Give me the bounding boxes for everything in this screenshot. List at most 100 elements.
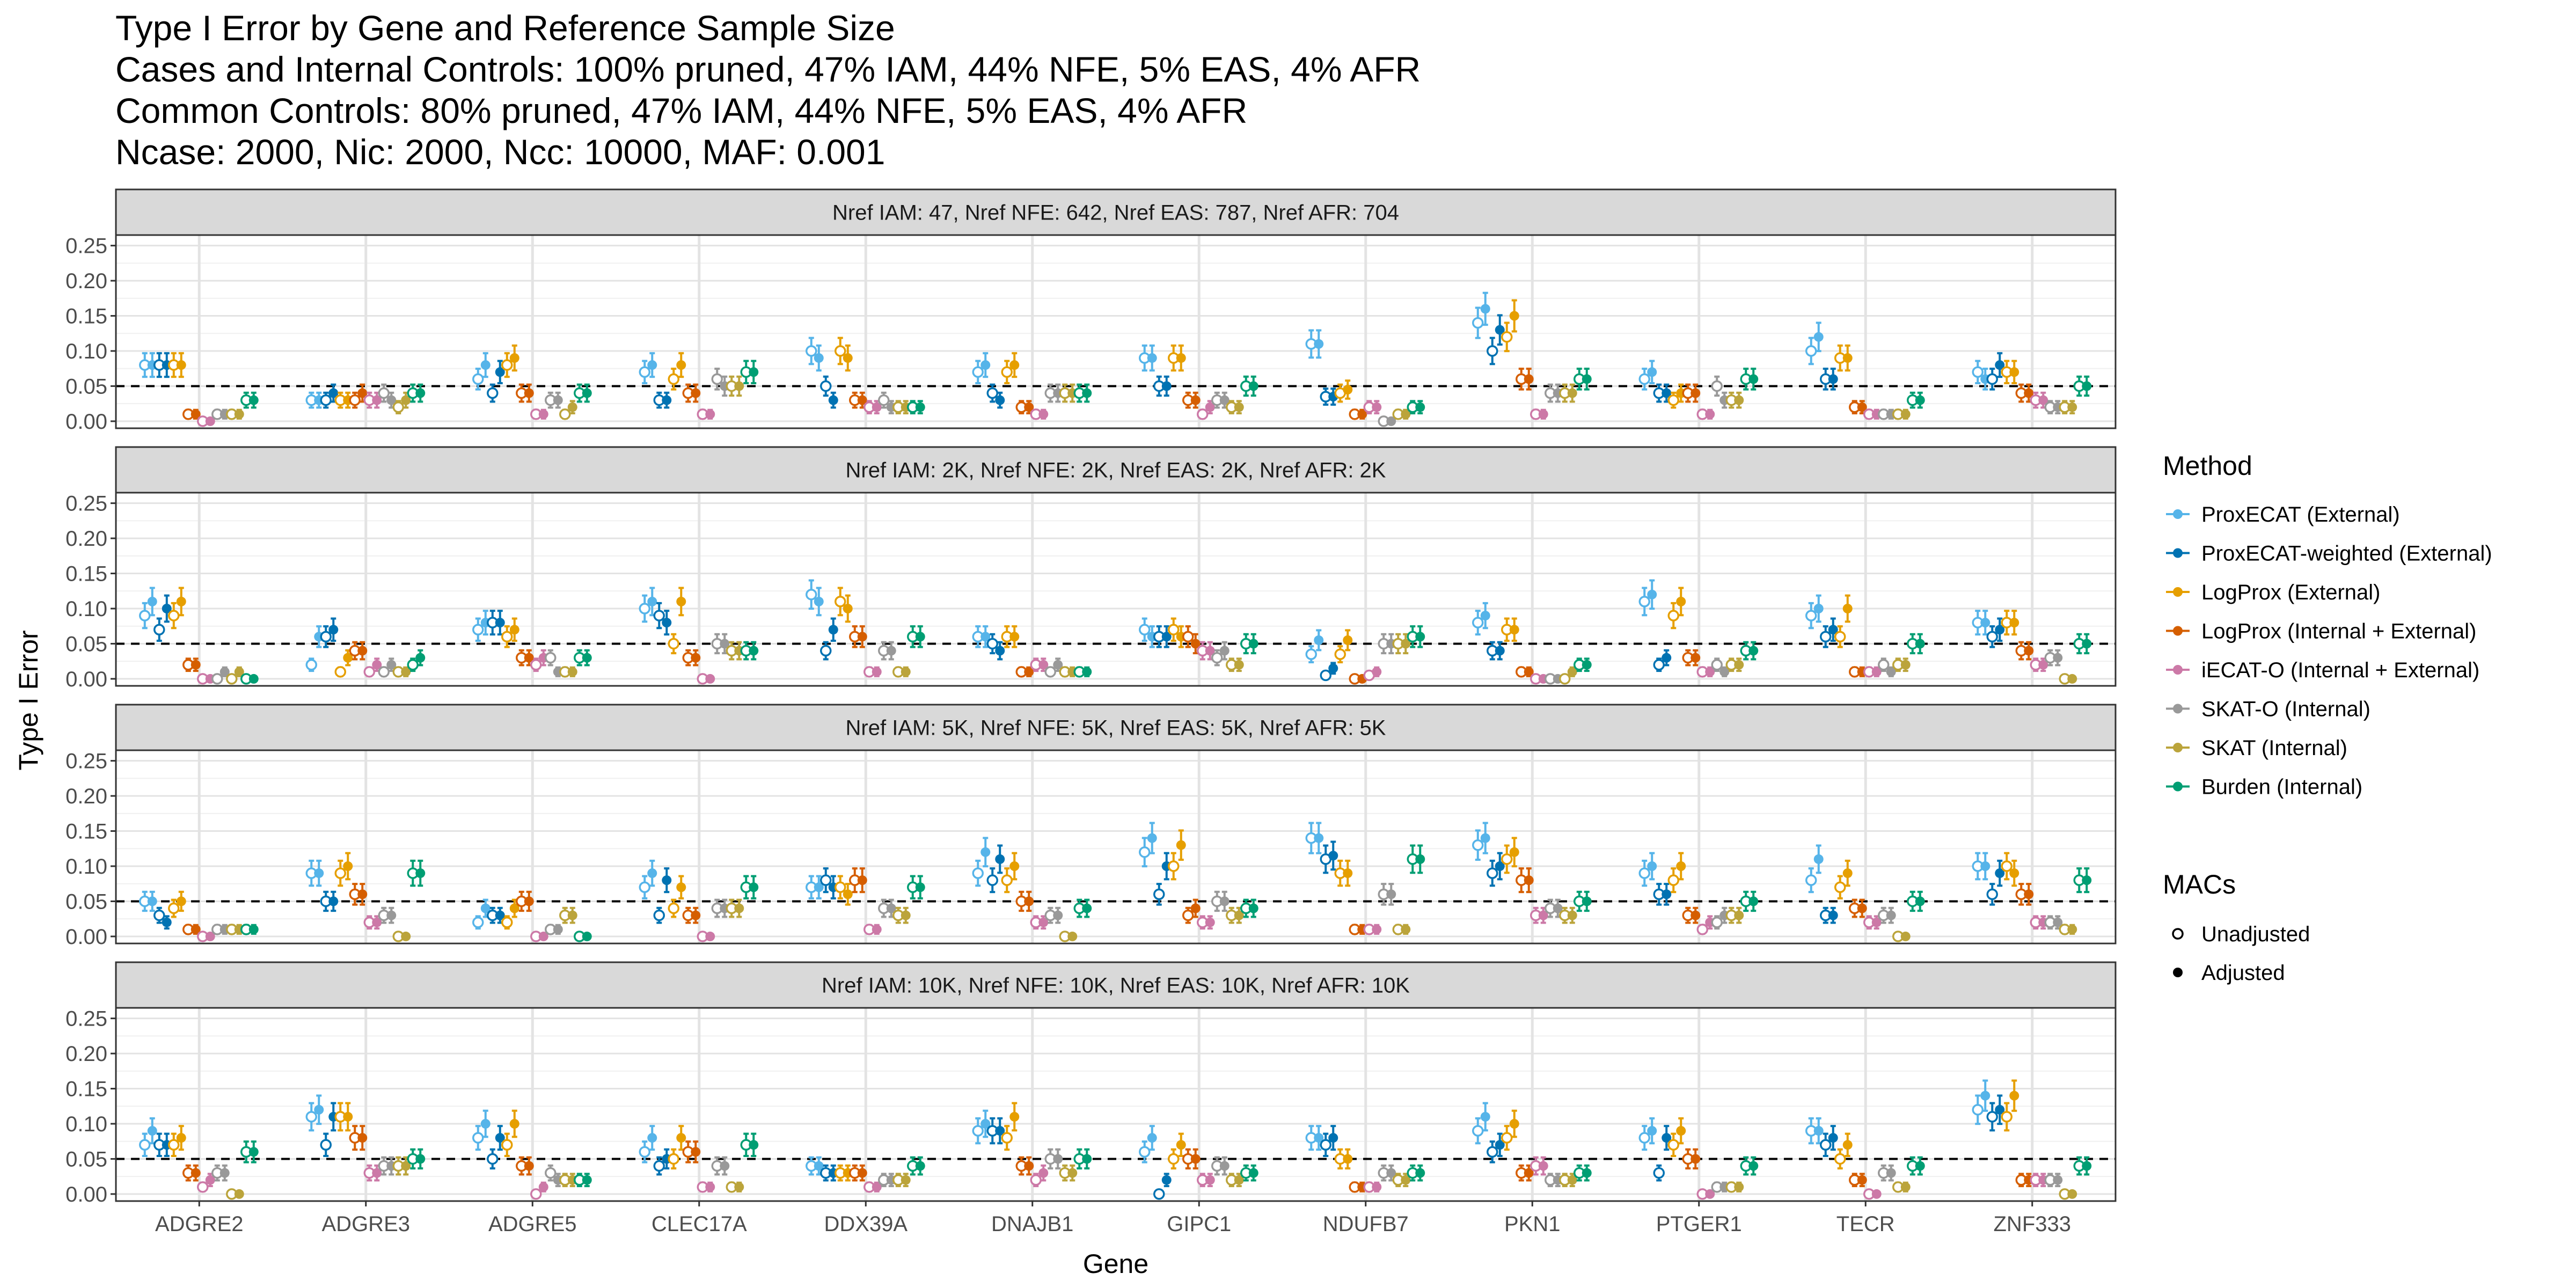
data-point-unadjusted bbox=[472, 916, 484, 928]
data-point-adjusted bbox=[1647, 589, 1657, 599]
panel-background bbox=[116, 1008, 2116, 1201]
data-point-unadjusted bbox=[1472, 839, 1484, 851]
data-point-adjusted bbox=[1480, 833, 1490, 843]
data-point-adjusted bbox=[176, 596, 186, 606]
data-point-adjusted bbox=[720, 1161, 730, 1171]
panel-background bbox=[116, 750, 2116, 943]
data-point-adjusted bbox=[857, 632, 867, 642]
data-point-unadjusted bbox=[1667, 1139, 1679, 1151]
data-point-adjusted bbox=[386, 910, 397, 920]
data-point-unadjusted bbox=[1711, 916, 1723, 928]
data-point-adjusted bbox=[1828, 1133, 1838, 1143]
data-point-adjusted bbox=[814, 882, 824, 892]
y-tick-label: 0.15 bbox=[65, 820, 107, 844]
data-point-adjusted bbox=[2024, 889, 2034, 899]
data-point-unadjusted bbox=[153, 909, 165, 921]
data-point-adjusted bbox=[980, 360, 991, 370]
legend-method-label: LogProx (Internal + External) bbox=[2201, 620, 2476, 643]
data-point-unadjusted bbox=[305, 658, 317, 671]
data-point-adjusted bbox=[872, 667, 882, 677]
data-point-adjusted bbox=[2038, 395, 2048, 405]
data-point-unadjusted bbox=[835, 596, 846, 608]
data-point-adjusted bbox=[1567, 388, 1577, 398]
legend-method-label: ProxECAT (External) bbox=[2201, 503, 2400, 526]
data-point-unadjusted bbox=[1320, 669, 1331, 682]
x-tick-label-ddx39a: DDX39A bbox=[824, 1212, 908, 1236]
y-tick-label: 0.20 bbox=[65, 269, 107, 293]
data-point-adjusted bbox=[314, 1104, 324, 1115]
y-tick-label: 0.00 bbox=[65, 410, 107, 434]
data-point-unadjusted bbox=[168, 1139, 180, 1151]
data-point-unadjusted bbox=[711, 373, 723, 385]
chart-subtitle-common-controls: Common Controls: 80% pruned, 47% IAM, 44… bbox=[115, 91, 1248, 130]
data-point-adjusted bbox=[1915, 896, 1925, 906]
data-point-unadjusted bbox=[392, 401, 404, 413]
data-point-adjusted bbox=[2024, 646, 2034, 656]
data-point-adjusted bbox=[1662, 1133, 1672, 1143]
data-point-adjusted bbox=[1234, 402, 1244, 412]
data-point-adjusted bbox=[415, 653, 426, 663]
data-point-unadjusted bbox=[1878, 658, 1890, 671]
data-point-adjusted bbox=[401, 931, 411, 941]
data-point-adjusted bbox=[582, 1175, 592, 1185]
facet-strip-label: Nref IAM: 5K, Nref NFE: 5K, Nref EAS: 5K… bbox=[846, 716, 1386, 740]
data-point-adjusted bbox=[1690, 910, 1701, 920]
data-point-unadjusted bbox=[653, 909, 665, 921]
legend-macs: MACs Unadjusted Adjusted bbox=[2163, 869, 2310, 985]
y-tick-label: 0.05 bbox=[65, 375, 107, 398]
data-point-adjusted bbox=[995, 854, 1005, 864]
data-point-unadjusted bbox=[501, 631, 513, 643]
panel-background bbox=[116, 235, 2116, 428]
chart-subtitle-sample-sizes: Ncase: 2000, Nic: 2000, Ncc: 10000, MAF:… bbox=[115, 132, 885, 172]
x-tick-label-dnajb1: DNAJB1 bbox=[991, 1212, 1073, 1236]
data-point-unadjusted bbox=[1986, 888, 1998, 901]
data-point-adjusted bbox=[1524, 667, 1534, 677]
data-point-unadjusted bbox=[1805, 345, 1817, 357]
data-point-adjusted bbox=[749, 1140, 759, 1150]
data-point-adjusted bbox=[1690, 388, 1701, 398]
data-point-adjusted bbox=[1328, 1133, 1338, 1143]
data-point-adjusted bbox=[676, 360, 686, 370]
data-point-adjusted bbox=[2053, 1175, 2063, 1185]
data-point-adjusted bbox=[248, 924, 259, 934]
data-point-adjusted bbox=[1176, 353, 1186, 363]
data-point-adjusted bbox=[147, 596, 157, 606]
data-point-adjusted bbox=[147, 896, 157, 906]
data-point-adjusted bbox=[1343, 635, 1353, 645]
data-point-unadjusted bbox=[1972, 366, 1984, 378]
data-point-adjusted bbox=[509, 353, 519, 363]
data-point-unadjusted bbox=[545, 652, 557, 664]
data-point-adjusted bbox=[2082, 639, 2092, 649]
data-point-adjusted bbox=[1401, 1175, 1411, 1185]
data-point-unadjusted bbox=[1487, 867, 1498, 879]
legend-method-title: Method bbox=[2163, 451, 2252, 481]
x-tick-label-znf333: ZNF333 bbox=[1994, 1212, 2072, 1236]
data-point-adjusted bbox=[567, 667, 577, 677]
data-point-adjusted bbox=[582, 388, 592, 398]
data-point-unadjusted bbox=[1711, 658, 1723, 671]
data-point-unadjusted bbox=[806, 345, 817, 357]
legend-method: Method ProxECAT (External) ProxECAT-weight… bbox=[2163, 451, 2492, 799]
data-point-unadjusted bbox=[639, 881, 650, 894]
data-point-adjusted bbox=[647, 360, 657, 370]
data-point-adjusted bbox=[2038, 660, 2048, 670]
data-point-unadjusted bbox=[1472, 1125, 1484, 1137]
data-point-adjusted bbox=[480, 360, 491, 370]
data-point-unadjusted bbox=[1487, 1146, 1498, 1158]
data-point-adjusted bbox=[1524, 374, 1534, 384]
data-point-adjusted bbox=[1582, 660, 1592, 670]
data-point-adjusted bbox=[372, 1168, 382, 1178]
data-point-unadjusted bbox=[349, 394, 361, 406]
data-point-adjusted bbox=[2009, 618, 2019, 628]
panel-border bbox=[115, 749, 2117, 945]
data-point-adjusted bbox=[314, 868, 324, 879]
data-point-unadjusted bbox=[1834, 881, 1846, 894]
x-tick-label-adgre5: ADGRE5 bbox=[488, 1212, 577, 1236]
data-point-adjusted bbox=[191, 1168, 201, 1178]
data-point-adjusted bbox=[553, 924, 563, 934]
data-point-adjusted bbox=[901, 910, 911, 920]
data-point-adjusted bbox=[328, 625, 339, 635]
data-point-adjusted bbox=[191, 660, 201, 670]
legend-method-key-dot bbox=[2173, 704, 2183, 714]
data-point-unadjusted bbox=[305, 1111, 317, 1123]
